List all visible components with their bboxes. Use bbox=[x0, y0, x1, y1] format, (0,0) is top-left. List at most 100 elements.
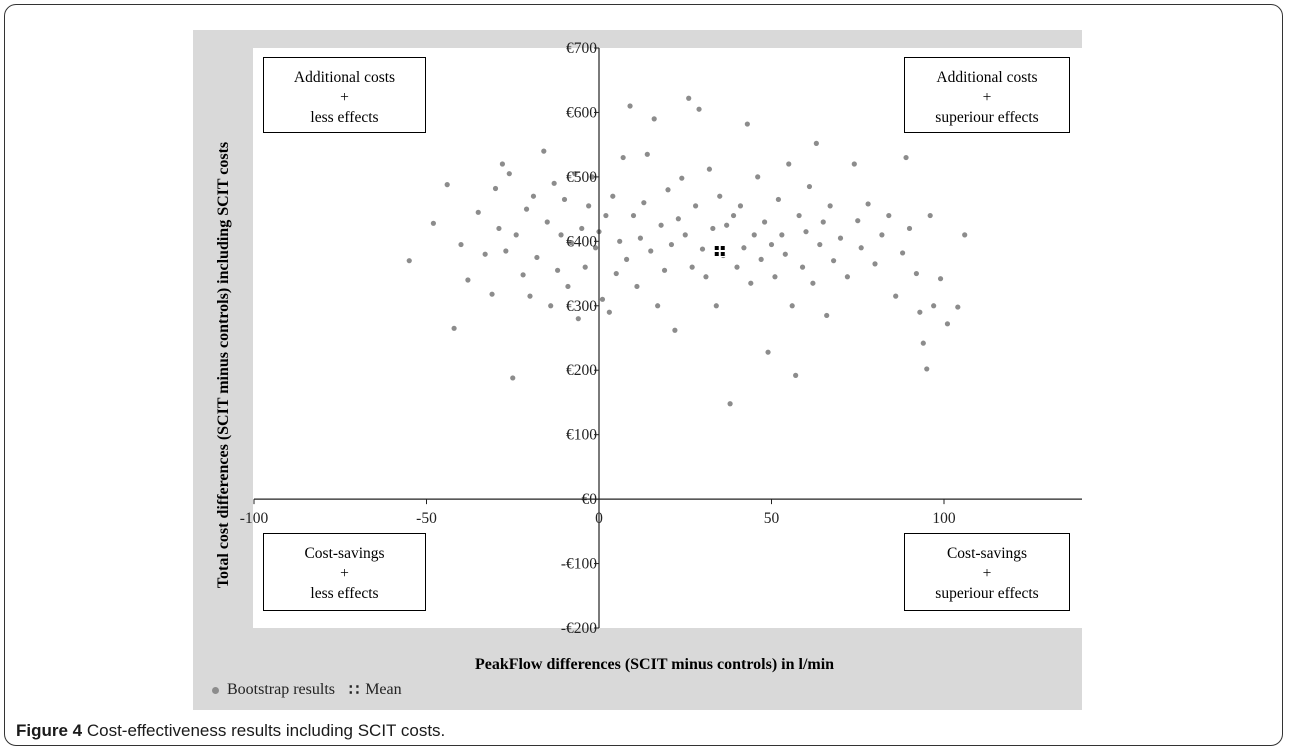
quadrant-line: + bbox=[982, 565, 992, 582]
bootstrap-point bbox=[734, 264, 740, 270]
bootstrap-point bbox=[748, 280, 754, 286]
bootstrap-point bbox=[903, 154, 909, 161]
quadrant-line: Additional costs bbox=[936, 69, 1038, 86]
bootstrap-point bbox=[913, 270, 920, 277]
x-tick-label: 100 bbox=[932, 510, 956, 527]
y-tick-label: €400 bbox=[566, 233, 597, 250]
bootstrap-point bbox=[879, 232, 885, 238]
bootstrap-point bbox=[855, 218, 861, 224]
bootstrap-point bbox=[541, 148, 547, 154]
bootstrap-point bbox=[589, 174, 595, 180]
bootstrap-point bbox=[620, 154, 626, 161]
legend: Bootstrap results ∷ Mean bbox=[212, 680, 402, 700]
bootstrap-point bbox=[520, 272, 526, 278]
bootstrap-point bbox=[789, 303, 795, 309]
bootstrap-point bbox=[851, 161, 857, 167]
bootstrap-point bbox=[727, 401, 733, 407]
bootstrap-point bbox=[713, 303, 719, 309]
bootstrap-point bbox=[710, 225, 716, 232]
bootstrap-point bbox=[658, 222, 664, 228]
plot-area bbox=[253, 48, 1082, 628]
y-tick-label: €300 bbox=[566, 298, 597, 315]
bootstrap-point bbox=[962, 232, 968, 238]
bootstrap-point bbox=[510, 375, 516, 381]
bootstrap-point bbox=[665, 187, 671, 193]
quadrant-line: less effects bbox=[310, 585, 379, 602]
quadrant-label-bottom-left: Cost-savings + less effects bbox=[263, 533, 426, 611]
bootstrap-point bbox=[606, 309, 612, 315]
bootstrap-point bbox=[844, 274, 851, 280]
bootstrap-point bbox=[772, 274, 778, 280]
bootstrap-point bbox=[668, 241, 675, 248]
bootstrap-point bbox=[679, 175, 685, 181]
y-tick-label: €0 bbox=[582, 491, 598, 508]
bootstrap-point bbox=[551, 180, 557, 186]
bootstrap-point bbox=[637, 235, 644, 241]
bootstrap-point bbox=[779, 232, 785, 238]
points-layer bbox=[406, 95, 968, 407]
bootstrap-point bbox=[530, 193, 537, 199]
bootstrap-point bbox=[627, 103, 633, 109]
mean-point-cell bbox=[714, 252, 719, 256]
legend-bootstrap-label: Bootstrap results bbox=[227, 681, 335, 698]
axes-layer bbox=[253, 47, 1082, 629]
bootstrap-point bbox=[813, 140, 819, 146]
bootstrap-point bbox=[827, 203, 833, 209]
bootstrap-point bbox=[579, 225, 585, 232]
bootstrap-point bbox=[817, 241, 823, 248]
quadrant-line: superiour effects bbox=[935, 109, 1039, 126]
quadrant-line: Cost-savings bbox=[304, 545, 385, 562]
bootstrap-point bbox=[568, 240, 575, 246]
bootstrap-point bbox=[900, 250, 906, 256]
bootstrap-point bbox=[706, 166, 713, 172]
bootstrap-point bbox=[561, 196, 568, 203]
bootstrap-point bbox=[755, 174, 761, 180]
quadrant-line: Additional costs bbox=[293, 69, 396, 86]
bootstrap-point bbox=[558, 232, 564, 238]
mean-point-cell bbox=[720, 252, 725, 256]
bootstrap-point bbox=[703, 274, 709, 280]
bootstrap-point bbox=[451, 325, 457, 331]
bootstrap-point bbox=[920, 340, 926, 346]
bootstrap-point bbox=[599, 296, 606, 302]
legend-mean-label: Mean bbox=[365, 681, 402, 698]
bootstrap-point bbox=[675, 216, 681, 222]
bootstrap-point bbox=[699, 246, 706, 252]
quadrant-line: Cost-savings bbox=[946, 545, 1028, 562]
bootstrap-point bbox=[751, 232, 757, 238]
bootstrap-point bbox=[799, 264, 806, 270]
y-axis-label: Total cost differences (SCIT minus contr… bbox=[215, 141, 232, 589]
mean-point-cell bbox=[714, 246, 719, 250]
x-tick-label: 0 bbox=[595, 510, 603, 527]
bootstrap-point bbox=[686, 95, 692, 101]
bootstrap-point bbox=[513, 232, 519, 238]
bootstrap-point bbox=[489, 291, 495, 297]
bootstrap-point bbox=[492, 185, 499, 192]
bootstrap-point bbox=[762, 219, 768, 225]
bootstrap-point bbox=[496, 225, 502, 232]
bootstrap-point bbox=[858, 245, 864, 251]
bootstrap-point bbox=[465, 277, 471, 283]
bootstrap-point bbox=[893, 293, 899, 299]
bootstrap-point bbox=[865, 201, 871, 207]
bootstrap-point bbox=[768, 241, 775, 248]
bootstrap-point bbox=[744, 121, 750, 127]
bootstrap-point bbox=[527, 293, 533, 299]
mean-marker-icon: ∷ bbox=[349, 682, 360, 699]
quadrant-line: + bbox=[340, 89, 349, 106]
bootstrap-point bbox=[917, 309, 923, 315]
mean-point bbox=[714, 246, 725, 256]
tick-labels-layer: -100 -50 0 50 100 -€200 -€100 €0 €100 €200 €300 €40… bbox=[240, 40, 956, 637]
bootstrap-point bbox=[837, 235, 844, 241]
bootstrap-point bbox=[786, 161, 792, 167]
y-tick-label: €600 bbox=[566, 104, 597, 121]
bootstrap-point bbox=[610, 193, 616, 199]
bootstrap-point bbox=[648, 248, 654, 254]
bootstrap-point bbox=[682, 232, 688, 238]
bootstrap-point bbox=[955, 304, 961, 310]
bootstrap-point bbox=[693, 203, 699, 209]
bootstrap-point bbox=[644, 151, 650, 157]
bootstrap-point bbox=[796, 212, 802, 219]
bootstrap-point bbox=[806, 183, 813, 190]
